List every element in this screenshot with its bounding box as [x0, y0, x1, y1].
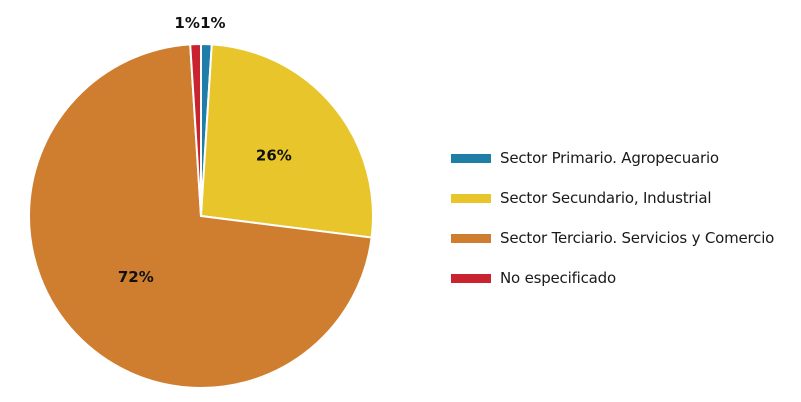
pie-slices: [28, 42, 374, 389]
legend-swatch: [451, 193, 491, 203]
pie-data-label-1: 1%: [200, 14, 225, 32]
pie-data-label-2: 26%: [256, 147, 292, 165]
legend-label: No especificado: [500, 269, 616, 287]
pie-slice-4: [189, 42, 202, 217]
pie-data-label-3: 72%: [118, 268, 154, 286]
pie-data-labels: 1% 26% 72% 1%: [118, 14, 292, 286]
legend-item-4: No especificado: [451, 266, 774, 290]
pie-slice-3: [28, 43, 373, 389]
legend-swatch: [451, 153, 491, 163]
legend-label: Sector Secundario, Industrial: [500, 189, 712, 207]
legend-item-1: Sector Primario. Agropecuario: [451, 146, 774, 170]
legend-swatch: [451, 273, 491, 283]
chart-legend: Sector Primario. Agropecuario Sector Secu…: [451, 146, 774, 306]
legend-item-3: Sector Terciario. Servicios y Comercio: [451, 226, 774, 250]
legend-item-2: Sector Secundario, Industrial: [451, 186, 774, 210]
pie-data-label-4: 1%: [174, 14, 199, 32]
pie-slice-2: [199, 43, 374, 239]
legend-label: Sector Terciario. Servicios y Comercio: [500, 229, 775, 247]
legend-label: Sector Primario. Agropecuario: [500, 149, 719, 167]
legend-swatch: [451, 233, 491, 243]
